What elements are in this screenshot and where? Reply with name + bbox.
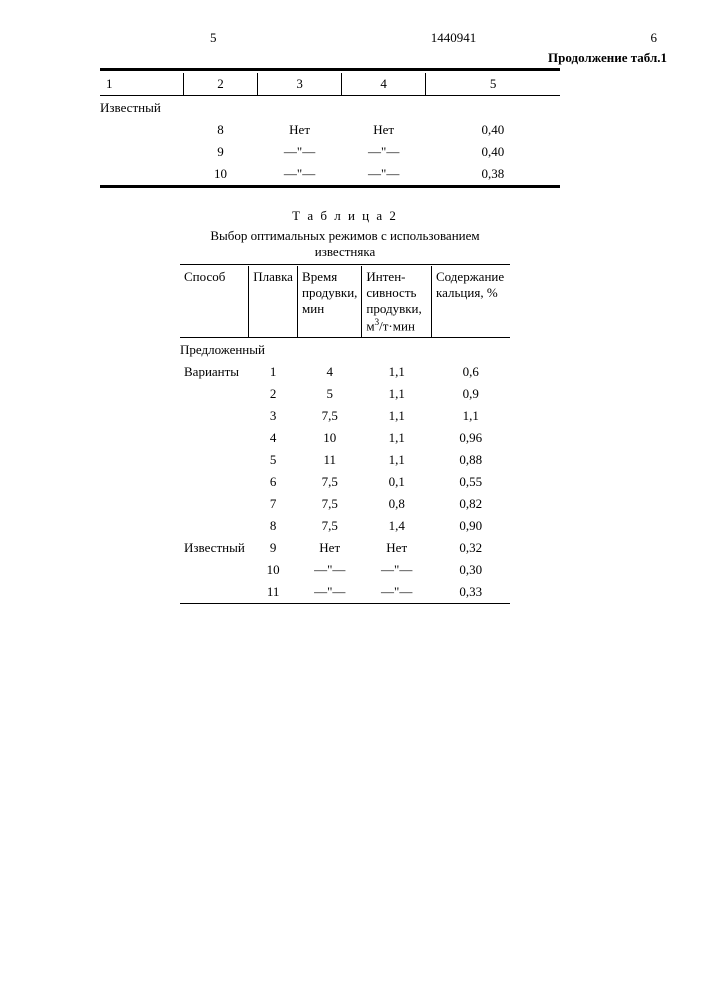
table-row: 10 —"— —"— 0,38 — [100, 163, 560, 187]
table1-label-row: Известный — [100, 97, 560, 119]
table2-h4: Интен-сивностьпродувки,м3/т·мин — [362, 266, 432, 338]
table-row: 11 —"— —"— 0,33 — [180, 581, 510, 604]
table-row: 6 7,5 0,1 0,55 — [180, 471, 510, 493]
table-row: 5 11 1,1 0,88 — [180, 449, 510, 471]
table2-header-row: Способ Плавка Время продувки, мин Интен-… — [180, 266, 510, 338]
page-num-center: 1440941 — [431, 30, 477, 46]
page-content: { "page_numbers": { "left": "5", "center… — [0, 0, 707, 643]
table2-block: Т а б л и ц а 2 Выбор оптимальных режимо… — [180, 208, 510, 605]
table2-h3: Время продувки, мин — [298, 266, 362, 338]
table1-header-row: 1 2 3 4 5 — [100, 73, 560, 96]
table2-caption: Выбор оптимальных режимов с использовани… — [180, 228, 510, 260]
table1-h2: 2 — [184, 73, 258, 96]
table2-h5: Содержание кальция, % — [432, 266, 510, 338]
table-row: 7 7,5 0,8 0,82 — [180, 493, 510, 515]
table-row: Варианты 1 4 1,1 0,6 — [180, 361, 510, 383]
page-num-right: 6 — [651, 30, 658, 46]
page-header-numbers: 5 1440941 6 — [100, 30, 667, 46]
table2-title: Т а б л и ц а 2 — [180, 208, 510, 224]
table1-label: Известный — [100, 97, 560, 119]
table2-h1: Способ — [180, 266, 249, 338]
table-row: 2 5 1,1 0,9 — [180, 383, 510, 405]
table-row: Известный 9 Нет Нет 0,32 — [180, 537, 510, 559]
table1-continuation: Продолжение табл.1 — [100, 50, 667, 66]
table-row: 9 —"— —"— 0,40 — [100, 141, 560, 163]
table2-label1-row: Предложенный — [180, 339, 510, 361]
table1-h3: 3 — [258, 73, 342, 96]
table1: 1 2 3 4 5 Известный 8 Нет Нет 0,40 9 —"—… — [100, 68, 560, 190]
table2-label1: Предложенный — [180, 339, 510, 361]
table2-h2: Плавка — [249, 266, 298, 338]
table1-h1: 1 — [100, 73, 184, 96]
table-row: 8 7,5 1,4 0,90 — [180, 515, 510, 537]
table-row: 8 Нет Нет 0,40 — [100, 119, 560, 141]
table-row: 3 7,5 1,1 1,1 — [180, 405, 510, 427]
table2: Способ Плавка Время продувки, мин Интен-… — [180, 264, 510, 605]
table-row: 4 10 1,1 0,96 — [180, 427, 510, 449]
page-num-left: 5 — [210, 30, 217, 46]
table1-h5: 5 — [426, 73, 560, 96]
table2-label2: Варианты — [180, 361, 249, 383]
table-row: 10 —"— —"— 0,30 — [180, 559, 510, 581]
table2-label3: Известный — [180, 537, 249, 559]
table1-h4: 4 — [342, 73, 426, 96]
